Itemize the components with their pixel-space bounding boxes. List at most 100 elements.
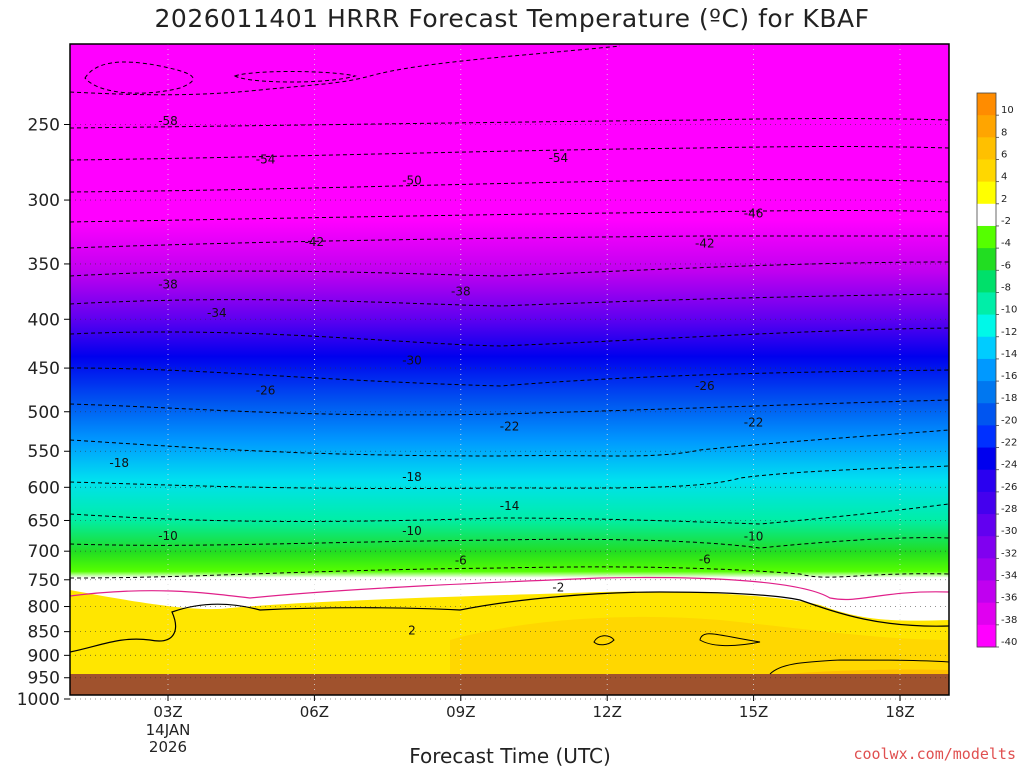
- contour-label: -2: [552, 580, 564, 594]
- chart-title: 2026011401 HRRR Forecast Temperature (ºC…: [154, 4, 870, 33]
- y-tick-label: 900: [28, 646, 60, 666]
- colorbar-swatch: [977, 248, 996, 271]
- contour-label: 2: [408, 624, 416, 638]
- contour-line-negative: [69, 367, 950, 387]
- colorbar-label: -6: [1001, 260, 1011, 271]
- x-axis-label: Forecast Time (UTC): [409, 744, 611, 768]
- contour-label: -38: [451, 284, 471, 298]
- contour-label: -30: [402, 354, 422, 368]
- colorbar-label: -36: [1001, 593, 1017, 604]
- colorbar-label: -14: [1001, 349, 1017, 360]
- contour-label: -22: [500, 419, 520, 433]
- colorbar-label: -2: [1001, 216, 1011, 227]
- temperature-field: [70, 44, 949, 695]
- colorbar-swatch: [977, 225, 996, 249]
- colorbar-swatch: [977, 314, 996, 338]
- colorbar-swatch: [977, 403, 996, 426]
- contour-line-negative: [69, 118, 950, 129]
- x-tick-label: 09Z: [446, 703, 475, 721]
- colorbar-label: -20: [1001, 415, 1017, 426]
- y-tick-label: 750: [28, 571, 60, 591]
- colorbar-swatch: [977, 181, 996, 205]
- contour-line-positive: [769, 659, 950, 675]
- contour-line-negative: [69, 465, 950, 490]
- colorbar-swatch: [977, 602, 996, 626]
- contour-line-negative: [69, 261, 950, 277]
- colorbar-swatch: [977, 93, 996, 116]
- colorbar-label: -12: [1001, 327, 1017, 338]
- contour-label: -6: [699, 552, 711, 566]
- terrain-below-ground: [70, 674, 949, 695]
- colorbar-swatch: [977, 137, 996, 160]
- y-tick-label: 500: [28, 403, 60, 423]
- contour-line-negative: [69, 399, 950, 416]
- contour-closed-positive: [699, 633, 761, 647]
- colorbar-label: -8: [1001, 282, 1011, 293]
- colorbar-label: -26: [1001, 482, 1017, 493]
- contour-label: -10: [744, 530, 764, 544]
- colorbar-swatch: [977, 514, 996, 537]
- y-tick-label: 650: [28, 511, 60, 531]
- contour-label: -50: [402, 173, 422, 187]
- x-tick-label: 12Z: [593, 703, 622, 721]
- x-date-label: 14JAN: [146, 721, 191, 739]
- colorbar-label: -30: [1001, 526, 1017, 537]
- y-tick-label: 1000: [17, 690, 60, 710]
- y-tick-label: 300: [28, 191, 60, 211]
- source-credit: coolwx.com/modelts: [853, 745, 1016, 763]
- contour-label: -46: [744, 207, 764, 221]
- colorbar-label: -10: [1001, 305, 1017, 316]
- colorbar-frame: [976, 92, 997, 648]
- colorbar-label: -22: [1001, 438, 1017, 449]
- colorbar-label: -18: [1001, 393, 1017, 404]
- contour-line-negative: [69, 327, 950, 347]
- colorbar-swatch: [977, 270, 996, 293]
- y-tick-label: 400: [28, 310, 60, 330]
- colorbar-label: -28: [1001, 504, 1017, 515]
- colorbar-swatch: [977, 536, 996, 559]
- colorbar-swatch: [977, 381, 996, 404]
- contour-line-positive: [69, 591, 950, 653]
- colorbar-label: -38: [1001, 615, 1017, 626]
- contour-label: -18: [402, 470, 422, 484]
- colorbar-swatch: [977, 580, 996, 604]
- colorbar-label: 4: [1001, 172, 1007, 183]
- contour-closed-top: [233, 71, 357, 83]
- contour-label: -10: [158, 529, 178, 543]
- colorbar-label: -34: [1001, 571, 1017, 582]
- y-tick-label: 700: [28, 542, 60, 562]
- contour-line-negative: [69, 503, 950, 525]
- contour-line-negative: [69, 537, 950, 549]
- contour-label: -6: [455, 554, 467, 568]
- y-tick-label: 550: [28, 442, 60, 462]
- colorbar-label: 2: [1001, 194, 1007, 205]
- colorbar-swatch: [977, 447, 996, 471]
- y-tick-label: 250: [28, 116, 60, 136]
- contour-line-negative: [69, 146, 950, 161]
- y-tick-label: 450: [28, 359, 60, 379]
- colorbar-swatch: [977, 159, 996, 183]
- colorbar-label: 6: [1001, 149, 1007, 160]
- contour-label: -14: [500, 499, 520, 513]
- contour-label: -18: [109, 456, 129, 470]
- colorbar-swatch: [977, 425, 996, 449]
- contour-label: -54: [256, 152, 276, 166]
- contour-closed-top: [84, 61, 194, 94]
- colorbar-label: -32: [1001, 548, 1017, 559]
- contour-line-negative: [69, 429, 950, 457]
- y-tick-label: 600: [28, 478, 60, 498]
- x-tick-label: 15Z: [739, 703, 768, 721]
- contour-label: -22: [744, 415, 764, 429]
- colorbar-label: 10: [1001, 105, 1014, 116]
- colorbar-label: -16: [1001, 371, 1017, 382]
- colorbar-label: -40: [1001, 637, 1017, 648]
- colorbar-swatch: [977, 358, 996, 382]
- x-tick-label: 18Z: [885, 703, 914, 721]
- colorbar-swatch: [977, 491, 996, 515]
- colorbar-label: 8: [1001, 127, 1007, 138]
- contour-label: -54: [549, 151, 569, 165]
- contour-label: -42: [695, 236, 715, 250]
- colorbar-swatch: [977, 624, 996, 648]
- freezing-line: [69, 576, 950, 601]
- contour-label: -42: [305, 235, 325, 249]
